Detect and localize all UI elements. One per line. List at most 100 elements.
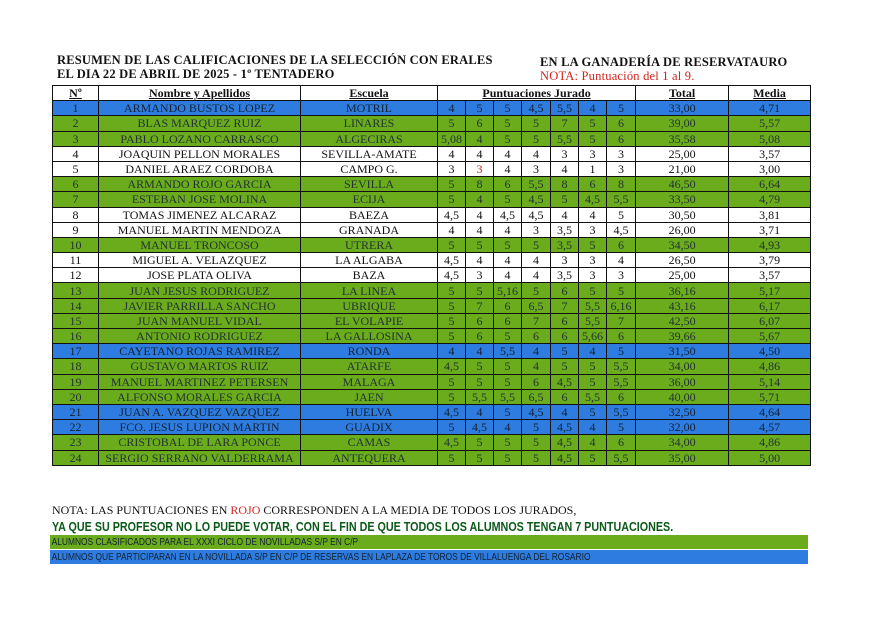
judge-score: 4 <box>465 403 494 421</box>
judge-score: 4 <box>550 160 579 178</box>
judge-score: 5,5 <box>605 403 637 421</box>
judge-score: 5 <box>493 191 522 208</box>
judge-score: 5 <box>493 236 522 254</box>
col-total: Total <box>635 84 730 102</box>
judge-score: 5 <box>437 282 466 299</box>
judge-score: 5 <box>493 100 522 117</box>
note-red-scores: NOTA: LAS PUNTUACIONES EN ROJO CORRESPON… <box>52 503 576 518</box>
judge-score: 4 <box>437 221 466 238</box>
average-score: 4,64 <box>728 403 812 421</box>
judge-score: 4 <box>493 419 522 436</box>
judge-score: 6 <box>605 327 637 345</box>
judge-score: 5 <box>465 358 494 375</box>
judge-score: 5 <box>465 434 494 451</box>
row-number: 4 <box>52 145 99 162</box>
judge-score: 4 <box>465 130 494 147</box>
judge-score: 3,5 <box>550 236 579 254</box>
student-name: MANUEL MARTIN MENDOZA <box>98 221 301 238</box>
school-name: RONDA <box>300 343 438 360</box>
row-number: 11 <box>52 252 99 269</box>
row-number: 7 <box>52 191 99 208</box>
table-row: 9 MANUEL MARTIN MENDOZA GRANADA 4 4 4 3 3,5 3 4,5… <box>52 221 812 238</box>
total-score: 35,58 <box>635 130 730 147</box>
judge-score: 1 <box>578 160 607 178</box>
judge-score: 4 <box>465 191 494 208</box>
judge-score: 5 <box>437 327 466 345</box>
note-text: NOTA: LAS PUNTUACIONES EN <box>52 503 231 517</box>
judge-score: 3 <box>605 145 637 162</box>
judge-score: 4 <box>465 221 494 238</box>
judge-score: 6 <box>493 312 522 330</box>
row-number: 9 <box>52 221 99 238</box>
judge-score: 6 <box>605 388 637 405</box>
judge-score: 7 <box>465 297 494 314</box>
judge-score: 4 <box>493 267 522 284</box>
judge-score: 5 <box>578 282 607 299</box>
col-school: Escuela <box>300 84 438 102</box>
judge-score: 4 <box>437 100 466 117</box>
judge-score: 6 <box>550 327 579 345</box>
judge-score: 6 <box>605 236 637 254</box>
judge-score: 3 <box>550 252 579 269</box>
judge-score: 4 <box>493 252 522 269</box>
judge-score: 5 <box>605 100 637 117</box>
judge-score: 4 <box>493 160 522 178</box>
average-score: 3,71 <box>728 221 812 238</box>
col-scores: Puntuaciones Jurado <box>436 84 637 102</box>
school-name: MALAGA <box>300 373 438 390</box>
student-name: ARMANDO BUSTOS LOPEZ <box>98 100 301 117</box>
judge-score: 4,5 <box>521 100 551 117</box>
judge-score: 5 <box>465 236 494 254</box>
row-number: 18 <box>52 358 99 375</box>
student-name: CAYETANO ROJAS RAMIREZ <box>98 343 301 360</box>
judge-score: 4,5 <box>437 252 466 269</box>
judge-score: 5,5 <box>605 449 637 466</box>
table-row: 8 TOMAS JIMENEZ ALCARAZ BAEZA 4,5 4 4,5 4,5 4 4 5… <box>52 206 812 223</box>
judge-score: 4 <box>605 252 637 269</box>
grades-table: Nº Nombre y Apellidos Escuela Puntuacion… <box>52 84 812 466</box>
judge-score: 5 <box>521 449 551 466</box>
judge-score: 4,5 <box>550 419 579 436</box>
judge-score: 5 <box>521 236 551 254</box>
school-name: LA LINEA <box>300 282 438 299</box>
total-score: 25,00 <box>635 145 730 162</box>
average-score: 3,57 <box>728 267 812 284</box>
student-name: DANIEL ARAEZ CORDOBA <box>98 160 301 178</box>
total-score: 40,00 <box>635 388 730 405</box>
judge-score: 5 <box>493 403 522 421</box>
judge-score: 5,16 <box>493 282 522 299</box>
total-score: 32,50 <box>635 403 730 421</box>
average-score: 3,79 <box>728 252 812 269</box>
note-red-word: ROJO <box>230 503 261 517</box>
row-number: 10 <box>52 236 99 254</box>
school-name: MOTRIL <box>300 100 438 117</box>
total-score: 36,16 <box>635 282 730 299</box>
judge-score: 5,5 <box>465 388 494 405</box>
table-row: 6 ARMANDO ROJO GARCIA SEVILLA 5 8 6 5,5 8 6 8 46,5… <box>52 176 812 193</box>
judge-score: 3,5 <box>550 267 579 284</box>
judge-score: 5 <box>578 449 607 466</box>
table-header-row: Nº Nombre y Apellidos Escuela Puntuacion… <box>52 84 812 102</box>
legend-green: ALUMNOS CLASIFICADOS PARA EL XXXI CICLO … <box>50 535 808 549</box>
total-score: 21,00 <box>635 160 730 178</box>
judge-score: 5,66 <box>578 327 607 345</box>
total-score: 34,50 <box>635 236 730 254</box>
student-name: ANTONIO RODRIGUEZ <box>98 327 301 345</box>
student-name: MANUEL MARTINEZ PETERSEN <box>98 373 301 390</box>
row-number: 19 <box>52 373 99 390</box>
judge-score: 4 <box>493 221 522 238</box>
judge-score: 4,5 <box>437 206 466 223</box>
total-score: 26,50 <box>635 252 730 269</box>
judge-score: 4,5 <box>437 403 466 421</box>
judge-score: 4,5 <box>437 267 466 284</box>
row-number: 24 <box>52 449 99 466</box>
student-name: ARMANDO ROJO GARCIA <box>98 176 301 193</box>
row-number: 17 <box>52 343 99 360</box>
note-text: CORRESPONDEN A LA MEDIA DE TODOS LOS JUR… <box>260 503 577 517</box>
judge-score: 5,5 <box>578 388 607 405</box>
judge-score: 5 <box>493 449 522 466</box>
judge-score: 4 <box>550 403 579 421</box>
judge-score: 5 <box>578 236 607 254</box>
judge-score: 6 <box>550 388 579 405</box>
total-score: 39,00 <box>635 115 730 132</box>
